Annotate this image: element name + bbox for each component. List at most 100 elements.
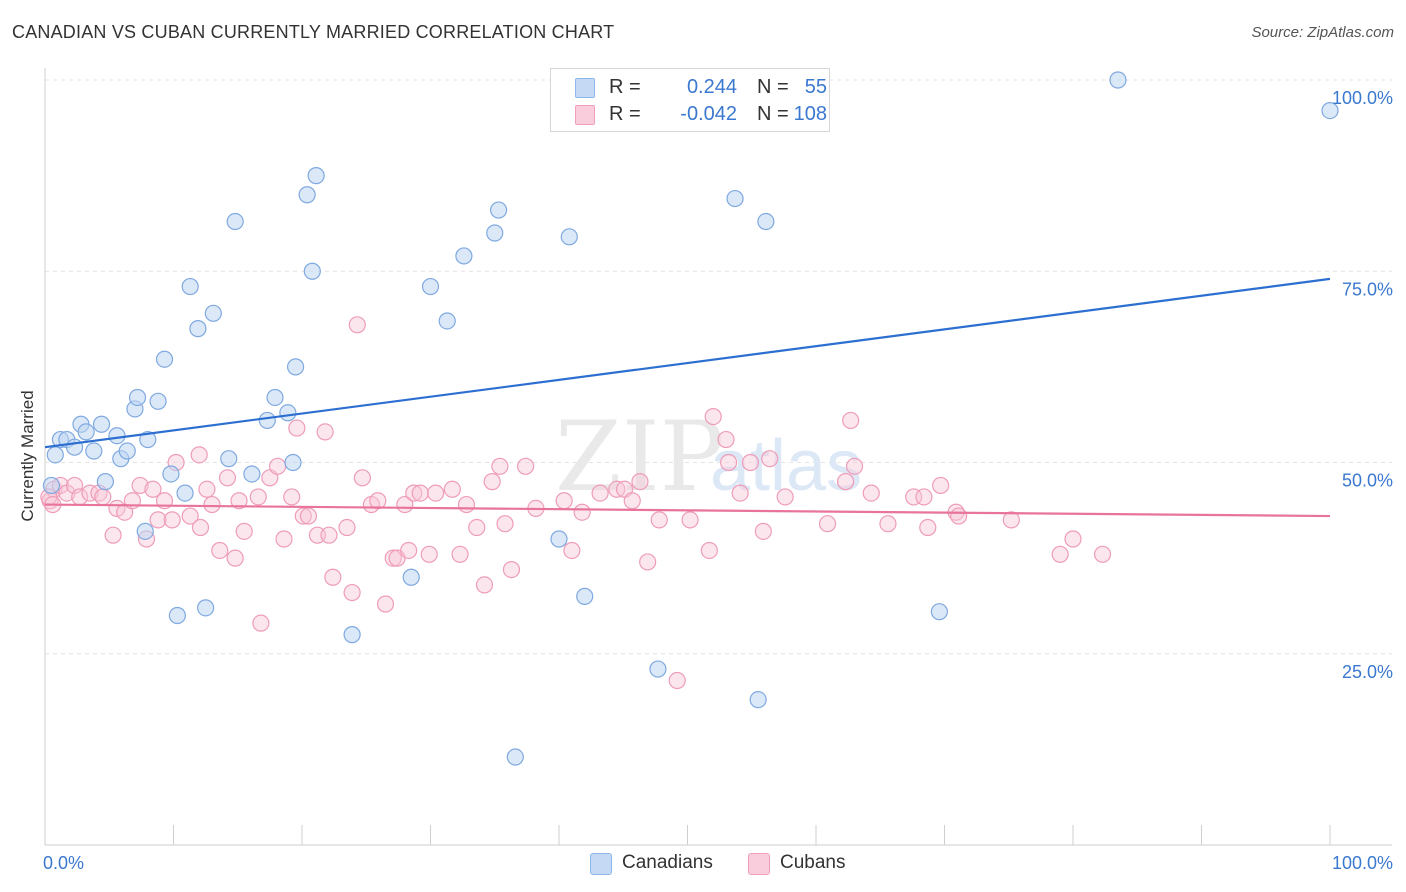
cuban-point: [932, 476, 950, 495]
cuban-point: [776, 488, 794, 506]
cuban-point: [516, 457, 535, 475]
cuban-point: [496, 515, 514, 533]
tick-labels: 25.0% 50.0% 75.0% 100.0% 0.0% 100.0%: [43, 88, 1393, 873]
cuban-point: [639, 553, 657, 571]
legend-r-label: R =: [609, 76, 641, 98]
y-tick-label: 25.0%: [1342, 662, 1393, 682]
canadian-point: [85, 442, 103, 460]
legend-r-label: R =: [609, 103, 641, 125]
canadian-point: [220, 450, 238, 468]
canadian-point: [197, 599, 215, 617]
canadian-point: [486, 224, 504, 242]
canadian-point: [266, 388, 284, 407]
cuban-point: [717, 430, 735, 449]
canadian-point: [181, 277, 199, 296]
canadian-point: [118, 442, 136, 460]
canadian-point: [139, 430, 157, 449]
stats-legend: R = 0.244 N = 55 R = -0.042 N = 108: [550, 68, 830, 132]
cuban-point: [268, 457, 287, 475]
canadian-point: [226, 212, 244, 231]
canadian-point: [303, 262, 321, 280]
cuban-point: [316, 423, 334, 441]
canadian-point: [176, 484, 194, 502]
cuban-point: [252, 614, 270, 632]
cuban-point: [457, 495, 476, 514]
canadian-point: [576, 587, 594, 605]
cuban-point: [405, 484, 423, 502]
legend-swatch-cubans: [575, 105, 595, 125]
y-tick-label: 75.0%: [1342, 279, 1393, 299]
cuban-point: [230, 492, 248, 510]
canadian-point: [726, 189, 744, 208]
cuban-point: [163, 511, 181, 529]
cuban-point: [427, 484, 445, 502]
cuban-point: [353, 469, 371, 487]
canadian-point: [402, 568, 420, 586]
cuban-point: [650, 511, 668, 529]
cuban-point: [420, 545, 438, 563]
canadian-point: [243, 465, 261, 483]
canadian-point: [438, 312, 456, 330]
canadian-point: [204, 304, 222, 322]
cuban-point: [288, 419, 306, 437]
cuban-point: [283, 488, 301, 506]
cuban-point: [483, 473, 501, 491]
grid-lines: [45, 79, 1392, 655]
legend-r-value: -0.042: [680, 103, 737, 125]
canadian-point: [560, 228, 578, 246]
cuban-point: [862, 484, 880, 502]
cuban-point: [1002, 511, 1020, 529]
canadian-trend-line: [44, 277, 1331, 449]
legend-n-label: N =: [757, 76, 789, 98]
cuban-point: [475, 576, 494, 594]
legend-r-value: 0.244: [686, 76, 737, 98]
canadian-point: [1321, 101, 1339, 120]
watermark-zip: ZIP: [555, 401, 724, 513]
cuban-point: [950, 507, 968, 525]
canadian-point: [307, 167, 325, 185]
canadian-point: [550, 530, 568, 548]
cuban-point: [190, 446, 208, 464]
cuban-point: [198, 480, 216, 498]
legend-swatch-cubans: [748, 853, 770, 875]
cuban-point: [836, 473, 855, 491]
cuban-point: [573, 503, 591, 521]
canadian-point: [108, 427, 126, 445]
legend-n-value: 55: [804, 76, 827, 98]
canadian-point: [258, 411, 276, 430]
cuban-point: [563, 541, 581, 560]
canadian-point: [162, 465, 180, 483]
cuban-point: [400, 541, 418, 560]
legend-swatch-canadians: [590, 853, 612, 875]
cuban-point: [842, 411, 860, 430]
cuban-point: [1093, 545, 1112, 563]
cuban-point: [144, 480, 162, 498]
cuban-point: [761, 450, 779, 468]
cuban-point: [104, 526, 122, 544]
canadian-point: [155, 350, 174, 368]
cuban-point: [348, 316, 366, 334]
cuban-point: [324, 568, 342, 586]
cuban-point: [181, 507, 199, 525]
canadian-point: [757, 212, 775, 231]
cuban-point: [369, 492, 387, 510]
canadian-point: [506, 748, 524, 766]
cuban-point: [211, 541, 229, 560]
cuban-point: [411, 484, 429, 502]
canadian-point: [343, 626, 361, 644]
canadian-point: [1109, 71, 1127, 89]
canadian-point: [92, 415, 111, 433]
canadian-point: [168, 606, 186, 625]
cuban-point: [451, 545, 469, 563]
canadian-point: [149, 392, 167, 410]
cuban-point: [1051, 545, 1069, 563]
cuban-point: [681, 511, 699, 529]
cuban-point: [384, 549, 402, 567]
cuban-point: [915, 488, 933, 506]
cuban-point: [320, 526, 338, 544]
canadian-point: [649, 660, 667, 678]
cuban-point: [131, 476, 149, 495]
cuban-point: [191, 518, 210, 537]
cuban-point: [491, 457, 509, 475]
cuban-point: [443, 480, 461, 498]
